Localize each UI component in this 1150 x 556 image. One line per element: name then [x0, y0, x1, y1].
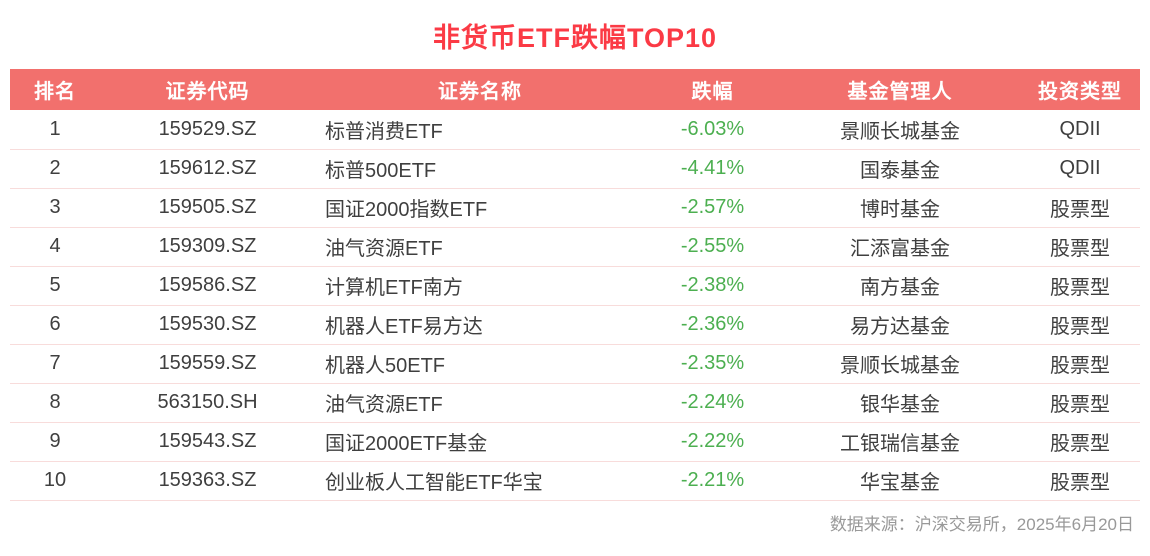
rank-cell: 10 [10, 461, 100, 501]
type-cell: 股票型 [1020, 461, 1140, 501]
decline-cell: -2.24% [645, 383, 780, 423]
code-cell: 159529.SZ [100, 110, 315, 150]
table-row: 4 159309.SZ 油气资源ETF -2.55% 汇添富基金 股票型 [10, 227, 1140, 267]
name-cell: 机器人ETF易方达 [315, 305, 645, 345]
code-cell: 159612.SZ [100, 149, 315, 189]
decline-cell: -2.36% [645, 305, 780, 345]
rank-cell: 8 [10, 383, 100, 423]
type-cell: 股票型 [1020, 188, 1140, 228]
decline-cell: -4.41% [645, 149, 780, 189]
decline-cell: -2.21% [645, 461, 780, 501]
manager-cell: 景顺长城基金 [780, 110, 1020, 150]
table-row: 5 159586.SZ 计算机ETF南方 -2.38% 南方基金 股票型 [10, 266, 1140, 306]
type-cell: 股票型 [1020, 266, 1140, 306]
table-row: 9 159543.SZ 国证2000ETF基金 -2.22% 工银瑞信基金 股票型 [10, 422, 1140, 462]
header-code: 证券代码 [100, 69, 315, 110]
manager-cell: 华宝基金 [780, 461, 1020, 501]
header-row: 排名 证券代码 证券名称 跌幅 基金管理人 投资类型 [10, 69, 1140, 110]
code-cell: 159530.SZ [100, 305, 315, 345]
header-rank: 排名 [10, 69, 100, 110]
type-cell: 股票型 [1020, 344, 1140, 384]
name-cell: 国证2000指数ETF [315, 188, 645, 228]
rank-cell: 5 [10, 266, 100, 306]
type-cell: 股票型 [1020, 227, 1140, 267]
rank-cell: 2 [10, 149, 100, 189]
table-body: 1 159529.SZ 标普消费ETF -6.03% 景顺长城基金 QDII 2 159612… [10, 110, 1140, 501]
name-cell: 油气资源ETF [315, 383, 645, 423]
name-cell: 标普消费ETF [315, 110, 645, 150]
table-row: 3 159505.SZ 国证2000指数ETF -2.57% 博时基金 股票型 [10, 188, 1140, 228]
type-cell: QDII [1020, 149, 1140, 189]
page-title: 非货币ETF跌幅TOP10 [432, 23, 718, 53]
decline-cell: -2.57% [645, 188, 780, 228]
etf-decline-table: 排名 证券代码 证券名称 跌幅 基金管理人 投资类型 1 159529.SZ 标普消… [10, 69, 1140, 501]
type-cell: 股票型 [1020, 305, 1140, 345]
type-cell: QDII [1020, 110, 1140, 150]
code-cell: 159586.SZ [100, 266, 315, 306]
table-row: 6 159530.SZ 机器人ETF易方达 -2.36% 易方达基金 股票型 [10, 305, 1140, 345]
header-manager: 基金管理人 [780, 69, 1020, 110]
name-cell: 计算机ETF南方 [315, 266, 645, 306]
code-cell: 159505.SZ [100, 188, 315, 228]
rank-cell: 7 [10, 344, 100, 384]
table-header: 排名 证券代码 证券名称 跌幅 基金管理人 投资类型 [10, 69, 1140, 110]
code-cell: 159559.SZ [100, 344, 315, 384]
table-row: 2 159612.SZ 标普500ETF -4.41% 国泰基金 QDII [10, 149, 1140, 189]
type-cell: 股票型 [1020, 422, 1140, 462]
code-cell: 159363.SZ [100, 461, 315, 501]
manager-cell: 南方基金 [780, 266, 1020, 306]
table-row: 8 563150.SH 油气资源ETF -2.24% 银华基金 股票型 [10, 383, 1140, 423]
manager-cell: 博时基金 [780, 188, 1020, 228]
name-cell: 创业板人工智能ETF华宝 [315, 461, 645, 501]
decline-cell: -2.38% [645, 266, 780, 306]
manager-cell: 景顺长城基金 [780, 344, 1020, 384]
manager-cell: 银华基金 [780, 383, 1020, 423]
header-type: 投资类型 [1020, 69, 1140, 110]
manager-cell: 工银瑞信基金 [780, 422, 1020, 462]
decline-cell: -6.03% [645, 110, 780, 150]
rank-cell: 6 [10, 305, 100, 345]
header-name: 证券名称 [315, 69, 645, 110]
decline-cell: -2.22% [645, 422, 780, 462]
decline-cell: -2.55% [645, 227, 780, 267]
rank-cell: 4 [10, 227, 100, 267]
table-row: 7 159559.SZ 机器人50ETF -2.35% 景顺长城基金 股票型 [10, 344, 1140, 384]
name-cell: 国证2000ETF基金 [315, 422, 645, 462]
name-cell: 标普500ETF [315, 149, 645, 189]
data-source-note: 数据来源：沪深交易所，2025年6月20日 [829, 514, 1134, 534]
type-cell: 股票型 [1020, 383, 1140, 423]
manager-cell: 汇添富基金 [780, 227, 1020, 267]
code-cell: 159309.SZ [100, 227, 315, 267]
name-cell: 油气资源ETF [315, 227, 645, 267]
rank-cell: 3 [10, 188, 100, 228]
name-cell: 机器人50ETF [315, 344, 645, 384]
manager-cell: 国泰基金 [780, 149, 1020, 189]
rank-cell: 9 [10, 422, 100, 462]
decline-cell: -2.35% [645, 344, 780, 384]
table-row: 10 159363.SZ 创业板人工智能ETF华宝 -2.21% 华宝基金 股票型 [10, 461, 1140, 501]
code-cell: 563150.SH [100, 383, 315, 423]
header-decline: 跌幅 [645, 69, 780, 110]
manager-cell: 易方达基金 [780, 305, 1020, 345]
rank-cell: 1 [10, 110, 100, 150]
code-cell: 159543.SZ [100, 422, 315, 462]
table-row: 1 159529.SZ 标普消费ETF -6.03% 景顺长城基金 QDII [10, 110, 1140, 150]
